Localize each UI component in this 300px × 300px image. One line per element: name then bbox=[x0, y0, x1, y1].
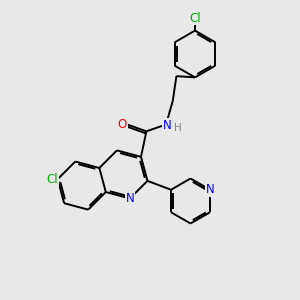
Text: Cl: Cl bbox=[46, 172, 58, 186]
Text: N: N bbox=[163, 119, 172, 132]
Text: H: H bbox=[174, 123, 182, 133]
Text: N: N bbox=[206, 183, 214, 196]
Text: O: O bbox=[118, 118, 127, 131]
Text: N: N bbox=[125, 192, 134, 205]
Text: Cl: Cl bbox=[189, 11, 201, 25]
